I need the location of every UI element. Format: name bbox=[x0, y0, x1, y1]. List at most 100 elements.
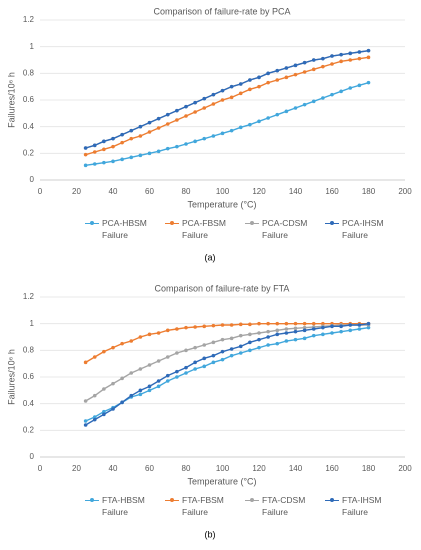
data-point bbox=[248, 340, 252, 345]
legend-marker bbox=[90, 221, 94, 225]
data-point bbox=[175, 144, 179, 149]
data-point bbox=[220, 98, 225, 102]
data-point bbox=[129, 155, 134, 160]
data-point bbox=[83, 163, 88, 168]
data-point bbox=[229, 95, 234, 100]
data-point bbox=[238, 344, 243, 349]
x-tick-label: 40 bbox=[109, 464, 118, 473]
data-point bbox=[238, 351, 243, 355]
legend-item: PCA-FBSM Failure bbox=[165, 218, 245, 241]
data-point bbox=[330, 92, 334, 97]
data-point bbox=[348, 328, 353, 333]
x-tick-label: 180 bbox=[362, 464, 376, 473]
data-point bbox=[120, 400, 124, 405]
data-point bbox=[184, 371, 188, 375]
data-point bbox=[357, 50, 362, 54]
data-point bbox=[257, 345, 261, 350]
x-tick-label: 20 bbox=[72, 187, 81, 196]
data-point bbox=[321, 325, 325, 330]
legend-swatch bbox=[325, 496, 339, 504]
data-point bbox=[257, 84, 261, 89]
y-tick-label: 0.6 bbox=[23, 95, 35, 104]
data-point bbox=[284, 327, 289, 331]
data-point bbox=[339, 59, 343, 64]
caption: (a) bbox=[205, 252, 216, 262]
y-tick-label: 0.6 bbox=[23, 372, 35, 381]
chart-title: Comparison of failure-rate by PCA bbox=[153, 6, 290, 16]
data-point bbox=[165, 146, 170, 151]
chart-title: Comparison of failure-rate by FTA bbox=[155, 283, 290, 293]
y-tick-label: 1.2 bbox=[23, 292, 35, 301]
data-point bbox=[266, 329, 270, 334]
data-point bbox=[147, 151, 152, 156]
y-axis-label: Failures/10⁶ h bbox=[6, 72, 16, 128]
data-point bbox=[302, 336, 307, 341]
data-point bbox=[120, 140, 124, 145]
data-point bbox=[229, 84, 234, 89]
data-point bbox=[92, 143, 97, 148]
data-point bbox=[238, 125, 243, 130]
data-point bbox=[165, 379, 170, 383]
data-point bbox=[348, 323, 353, 327]
data-point bbox=[83, 419, 88, 423]
data-point bbox=[156, 149, 161, 154]
y-tick-label: 0 bbox=[30, 452, 35, 461]
y-tick-label: 0.4 bbox=[23, 399, 35, 408]
data-point bbox=[156, 379, 161, 383]
data-point bbox=[229, 353, 234, 358]
data-point bbox=[248, 87, 252, 92]
legend-item: PCA-HBSM Failure bbox=[85, 218, 165, 241]
data-point bbox=[202, 106, 207, 110]
data-point bbox=[120, 157, 124, 162]
data-point bbox=[202, 96, 207, 101]
data-point bbox=[83, 146, 88, 150]
data-point bbox=[129, 371, 134, 375]
data-point bbox=[238, 322, 243, 327]
legend-marker bbox=[90, 498, 94, 502]
data-point bbox=[284, 339, 289, 343]
data-point bbox=[229, 347, 234, 351]
data-point bbox=[366, 325, 371, 330]
data-point bbox=[211, 134, 216, 138]
data-point bbox=[293, 106, 298, 110]
data-point bbox=[238, 82, 243, 86]
caption: (b) bbox=[205, 529, 216, 539]
data-point bbox=[284, 75, 289, 80]
data-point bbox=[330, 331, 334, 335]
x-tick-label: 40 bbox=[109, 187, 118, 196]
data-point bbox=[284, 109, 289, 114]
data-point bbox=[165, 355, 170, 359]
data-point bbox=[284, 66, 289, 70]
data-point bbox=[266, 80, 270, 85]
data-point bbox=[175, 108, 179, 113]
data-point bbox=[83, 423, 88, 427]
data-point bbox=[321, 332, 325, 337]
data-point bbox=[266, 343, 270, 347]
data-point bbox=[211, 340, 216, 345]
data-point bbox=[220, 323, 225, 327]
data-point bbox=[257, 119, 261, 124]
legend-label: FTA-FBSM Failure bbox=[182, 495, 224, 517]
data-point bbox=[293, 63, 298, 68]
data-point bbox=[83, 360, 88, 365]
x-tick-label: 0 bbox=[38, 464, 43, 473]
data-point bbox=[266, 321, 270, 326]
data-point bbox=[275, 321, 280, 326]
data-point bbox=[83, 152, 88, 157]
data-point bbox=[248, 348, 252, 353]
x-tick-label: 140 bbox=[289, 187, 303, 196]
data-point bbox=[111, 144, 115, 149]
data-point bbox=[120, 376, 124, 381]
x-tick-label: 180 bbox=[362, 187, 376, 196]
data-point bbox=[284, 321, 289, 326]
y-tick-label: 1 bbox=[30, 319, 35, 328]
data-point bbox=[202, 343, 207, 347]
data-point bbox=[147, 120, 152, 125]
data-point bbox=[147, 332, 152, 337]
data-point bbox=[357, 56, 362, 61]
data-point bbox=[302, 321, 307, 326]
data-point bbox=[275, 341, 280, 346]
data-point bbox=[193, 325, 197, 329]
x-tick-label: 200 bbox=[398, 187, 412, 196]
legend-swatch bbox=[85, 219, 99, 227]
